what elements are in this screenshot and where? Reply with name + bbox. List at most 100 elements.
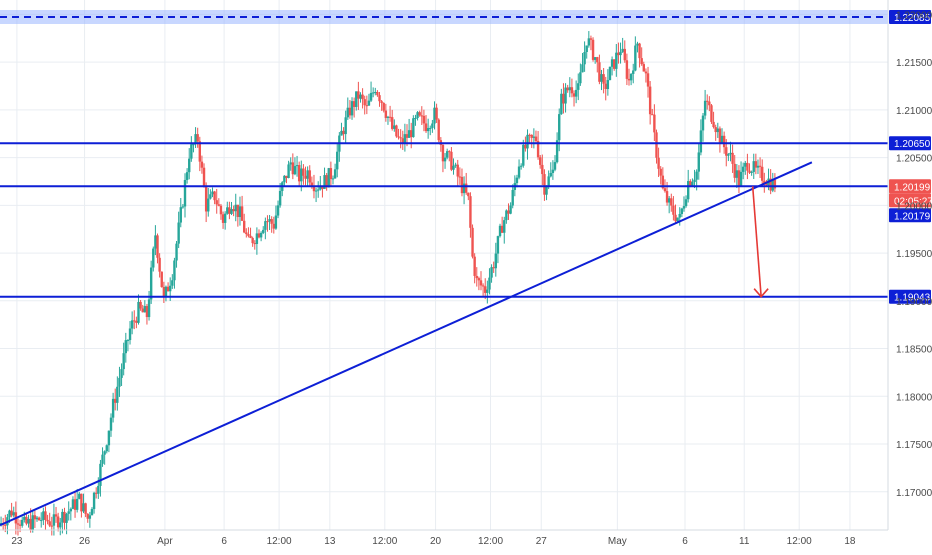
candle-up [130, 320, 134, 329]
candle-up [264, 221, 267, 230]
candle-down [763, 180, 766, 184]
candle-up [680, 208, 684, 214]
candle-up [78, 493, 81, 499]
candle-up [344, 117, 347, 135]
candle-up [509, 205, 512, 214]
candle-down [467, 192, 470, 197]
candle-down [424, 123, 428, 132]
candle-down [240, 206, 244, 221]
candle-down [534, 136, 538, 142]
x-tick-label: May [608, 536, 627, 547]
candle-up [593, 57, 597, 60]
candle-down [748, 170, 751, 173]
candle-down [253, 243, 256, 245]
candle-up [190, 144, 193, 159]
candle-up [230, 209, 233, 214]
candle-down [272, 223, 275, 229]
candle-up [583, 52, 586, 65]
candle-up [122, 353, 125, 370]
candle-up [431, 123, 434, 128]
candle-down [638, 43, 641, 59]
candle-down [329, 168, 333, 179]
candle-up [152, 248, 155, 268]
candle-up [120, 369, 123, 378]
candle-down [166, 286, 170, 292]
ascending-trendline[interactable] [0, 161, 813, 527]
candle-down [623, 48, 626, 61]
projection-line[interactable] [751, 186, 762, 297]
candle-up [295, 165, 299, 167]
price-badge [889, 208, 931, 223]
trendline-layer[interactable] [0, 161, 813, 527]
candle-up [355, 91, 358, 107]
candle-down [477, 278, 481, 281]
candle-up [750, 171, 753, 173]
candle-down [646, 73, 650, 87]
candle-down [48, 521, 51, 526]
candle-up [697, 152, 700, 172]
candle-down [363, 99, 366, 106]
candle-down [473, 256, 476, 276]
candle-down [458, 176, 462, 178]
candle-down [670, 198, 673, 206]
candle-up [111, 398, 115, 418]
price-badge-label: 1.20179 [894, 211, 931, 222]
candle-up [179, 207, 182, 223]
candle-down [391, 117, 394, 129]
candle-down [405, 134, 409, 138]
candle-down [460, 176, 464, 194]
candle-up [223, 213, 227, 223]
candle-up [367, 100, 371, 106]
candle-down [198, 141, 201, 162]
candle-up [105, 445, 108, 452]
candle-up [340, 130, 343, 136]
candle-up [703, 100, 707, 116]
candle-down [44, 511, 47, 520]
candle-up [185, 172, 189, 180]
candle-down [655, 132, 658, 158]
candle-down [352, 101, 356, 107]
x-tick-label: 11 [739, 536, 750, 547]
price-badge-label: 1.22085 [894, 13, 931, 24]
level-lines[interactable] [0, 16, 888, 298]
candle-down [659, 168, 662, 176]
candle-up [496, 236, 500, 254]
price-badge-label: 1.20199 [894, 182, 931, 193]
candle-down [33, 515, 37, 520]
y-tick-label: 1.20500 [896, 154, 932, 165]
candle-down [456, 164, 459, 177]
candle-down [221, 214, 225, 223]
candle-up [59, 522, 62, 528]
candle-down [342, 130, 345, 135]
candle-up [414, 118, 417, 120]
candle-up [21, 519, 24, 526]
candle-up [71, 499, 75, 509]
candle-down [640, 58, 643, 65]
candle-down [219, 205, 223, 215]
candle-up [255, 233, 259, 244]
candle-up [488, 277, 491, 290]
candle-up [587, 38, 591, 46]
x-tick-label: 18 [844, 536, 856, 547]
x-tick-label: 26 [79, 536, 91, 547]
price-badge [889, 179, 931, 194]
x-tick-label: 12:00 [787, 536, 812, 547]
candle-down [410, 130, 413, 138]
candle-down [204, 186, 208, 212]
candle-down [4, 524, 7, 526]
y-tick-label: 1.18000 [896, 392, 932, 403]
candle-up [386, 116, 390, 118]
candle-down [617, 52, 620, 56]
candle-up [169, 285, 172, 292]
candle-up [494, 253, 497, 269]
candle-down [475, 275, 478, 279]
candle-up [287, 164, 290, 178]
candle-down [674, 214, 677, 222]
projection-arrow[interactable] [751, 186, 769, 298]
candle-down [365, 105, 369, 107]
candle-up [350, 101, 354, 116]
candle-up [735, 170, 739, 178]
candle-up [97, 485, 100, 494]
